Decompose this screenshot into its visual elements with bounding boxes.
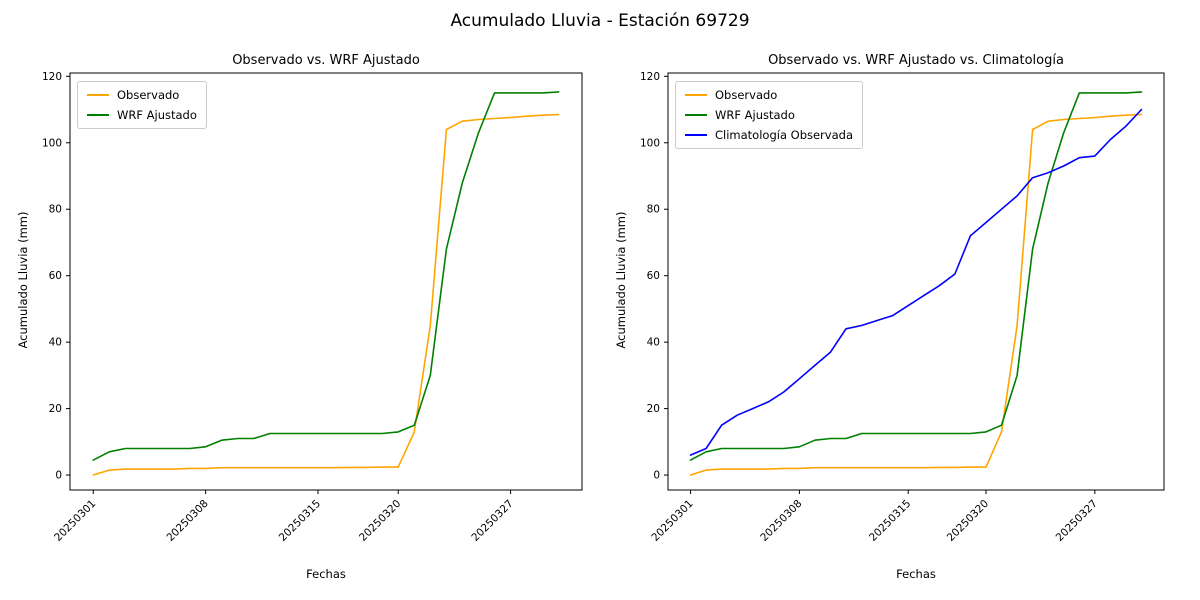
y-tick-label: 80 [647,204,660,216]
y-tick-label: 20 [49,403,62,415]
legend-item: Observado [87,88,197,102]
legend-label: Observado [715,88,778,102]
subplot1-x-axis-label: Fechas [306,567,346,581]
series-line-observado [92,113,560,476]
x-tick-label: 20250315 [867,498,913,544]
subplot2-legend: Observado WRF Ajustado Climatología Observ… [675,81,863,149]
x-tick-label: 20250308 [164,498,210,544]
y-tick-label: 0 [653,470,660,482]
y-tick-label: 40 [49,337,62,349]
x-tick-label: 20250327 [469,498,515,544]
y-tick-label: 120 [640,71,660,83]
y-tick-label: 0 [55,470,62,482]
y-tick-label: 60 [647,270,660,282]
legend-label: WRF Ajustado [117,108,197,122]
series-line-wrf-ajustado [92,91,560,461]
x-tick-label: 20250320 [945,498,991,544]
y-tick-label: 40 [647,337,660,349]
series-line-observado [689,113,1143,476]
x-tick-label: 20250301 [52,498,98,544]
legend-line-swatch [685,94,707,96]
figure-title: Acumulado Lluvia - Estación 69729 [450,11,750,31]
legend-item: Observado [685,88,853,102]
y-tick-label: 80 [49,204,62,216]
legend-label: WRF Ajustado [715,108,795,122]
subplot2-x-axis-label: Fechas [896,567,936,581]
x-tick-label: 20250301 [649,498,695,544]
series-line-climatolog-a-observada [689,108,1143,456]
y-tick-label: 60 [49,270,62,282]
y-tick-label: 120 [42,71,62,83]
x-tick-label: 20250308 [758,498,804,544]
legend-line-swatch [87,94,109,96]
legend-label: Observado [117,88,180,102]
legend-line-swatch [685,114,707,116]
x-tick-label: 20250327 [1054,498,1100,544]
legend-label: Climatología Observada [715,128,853,142]
subplot2-y-axis-label: Acumulado Lluvia (mm) [614,211,628,349]
y-tick-label: 100 [640,137,660,149]
subplot2-title: Observado vs. WRF Ajustado vs. Climatolo… [768,53,1064,68]
legend-item: Climatología Observada [685,128,853,142]
x-tick-label: 20250315 [277,498,323,544]
legend-line-swatch [685,134,707,136]
subplot1-title: Observado vs. WRF Ajustado [232,53,420,68]
y-tick-label: 100 [42,137,62,149]
x-tick-label: 20250320 [357,498,403,544]
y-tick-label: 20 [647,403,660,415]
legend-item: WRF Ajustado [685,108,853,122]
subplot1-legend: Observado WRF Ajustado [77,81,207,129]
legend-item: WRF Ajustado [87,108,197,122]
subplot1-y-axis-label: Acumulado Lluvia (mm) [16,211,30,349]
axes-frame [69,72,583,491]
legend-line-swatch [87,114,109,116]
